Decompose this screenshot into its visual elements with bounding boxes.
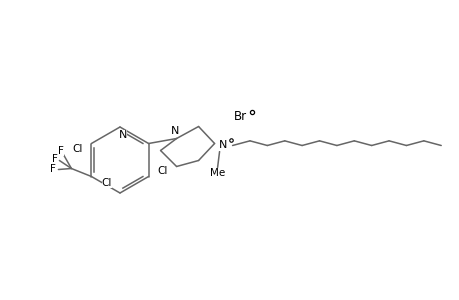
Text: N: N (170, 125, 179, 136)
Text: Cl: Cl (157, 166, 168, 176)
Text: F: F (58, 146, 64, 155)
Text: Br: Br (233, 110, 246, 123)
Text: Me: Me (209, 169, 225, 178)
Text: F: F (50, 164, 56, 175)
Text: N: N (118, 130, 127, 140)
Text: N: N (218, 140, 226, 151)
Text: Cl: Cl (72, 145, 83, 154)
Text: F: F (52, 154, 58, 164)
Text: Cl: Cl (101, 178, 112, 188)
